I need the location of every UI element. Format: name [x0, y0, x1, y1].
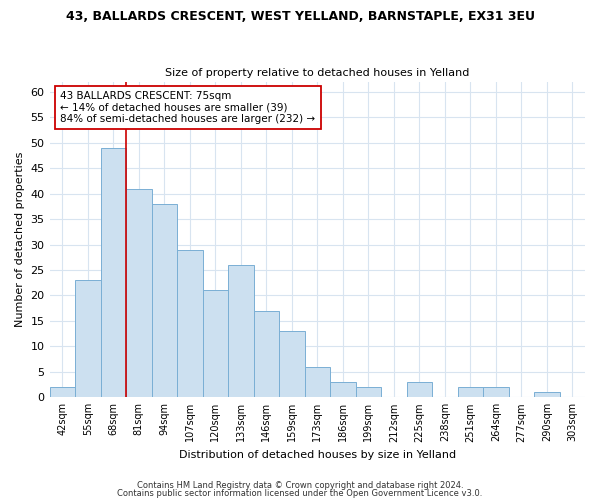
- Bar: [330, 382, 356, 398]
- Bar: [279, 331, 305, 398]
- Text: Contains public sector information licensed under the Open Government Licence v3: Contains public sector information licen…: [118, 488, 482, 498]
- Title: Size of property relative to detached houses in Yelland: Size of property relative to detached ho…: [165, 68, 469, 78]
- Y-axis label: Number of detached properties: Number of detached properties: [15, 152, 25, 327]
- Bar: [483, 387, 509, 398]
- Text: 43 BALLARDS CRESCENT: 75sqm
← 14% of detached houses are smaller (39)
84% of sem: 43 BALLARDS CRESCENT: 75sqm ← 14% of det…: [60, 91, 316, 124]
- Bar: [75, 280, 101, 398]
- Bar: [458, 387, 483, 398]
- X-axis label: Distribution of detached houses by size in Yelland: Distribution of detached houses by size …: [179, 450, 456, 460]
- Bar: [203, 290, 228, 398]
- Bar: [305, 366, 330, 398]
- Bar: [50, 387, 75, 398]
- Bar: [152, 204, 177, 398]
- Bar: [101, 148, 126, 398]
- Bar: [356, 387, 381, 398]
- Bar: [177, 250, 203, 398]
- Bar: [407, 382, 432, 398]
- Bar: [254, 310, 279, 398]
- Bar: [228, 265, 254, 398]
- Bar: [534, 392, 560, 398]
- Text: 43, BALLARDS CRESCENT, WEST YELLAND, BARNSTAPLE, EX31 3EU: 43, BALLARDS CRESCENT, WEST YELLAND, BAR…: [65, 10, 535, 23]
- Text: Contains HM Land Registry data © Crown copyright and database right 2024.: Contains HM Land Registry data © Crown c…: [137, 481, 463, 490]
- Bar: [126, 188, 152, 398]
